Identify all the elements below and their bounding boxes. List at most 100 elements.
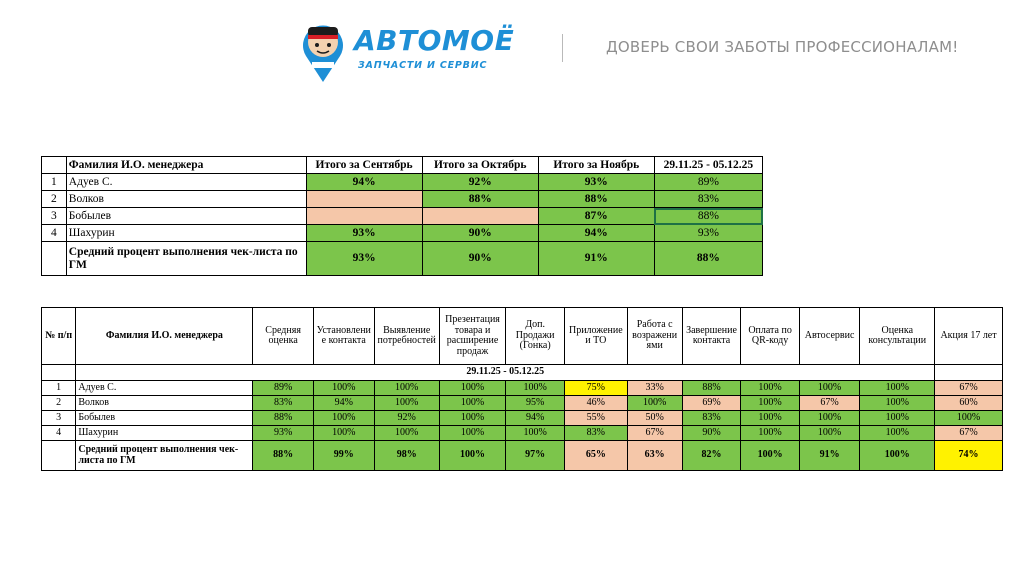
- average-label: Средний процент выполнения чек-листа по …: [65, 241, 307, 276]
- score-cell: 88%: [681, 380, 742, 396]
- header-cell: [41, 156, 67, 174]
- average-value: 98%: [373, 440, 440, 471]
- manager-name: Волков: [65, 190, 307, 208]
- manager-name: Адуев С.: [65, 173, 307, 191]
- score-cell: 100%: [505, 425, 565, 441]
- score-cell: 69%: [681, 395, 742, 411]
- table-row: 4 Шахурин 93% 90% 94% 93%: [41, 224, 764, 242]
- score-cell: 100%: [740, 410, 800, 426]
- score-cell: 100%: [626, 395, 683, 411]
- manager-name: Адуев С.: [75, 380, 254, 396]
- score-cell: 89%: [252, 380, 314, 396]
- brand-subtitle: ЗАПЧАСТИ И СЕРВИС: [358, 60, 488, 71]
- average-value: 100%: [438, 440, 507, 471]
- header-cell: Средняя оценка: [252, 307, 314, 365]
- table-row: 2 Волков 88% 88% 83%: [41, 190, 764, 208]
- score-cell: 100%: [859, 395, 936, 411]
- average-row: Средний процент выполнения чек-листа по …: [40, 440, 1003, 471]
- value-cell: 87%: [537, 207, 655, 225]
- score-cell: 83%: [681, 410, 742, 426]
- average-value: 97%: [505, 440, 565, 471]
- selected-cell[interactable]: 88%: [653, 207, 764, 225]
- value-cell: 94%: [537, 224, 655, 242]
- score-cell: 93%: [252, 425, 314, 441]
- monthly-summary-table: Фамилия И.О. менеджера Итого за Сентябрь…: [41, 156, 764, 276]
- row-number: 3: [41, 207, 67, 225]
- score-cell: 100%: [312, 410, 375, 426]
- score-cell: 100%: [859, 425, 936, 441]
- average-value: 63%: [626, 440, 683, 471]
- score-cell: 100%: [859, 380, 936, 396]
- header-cell: Установлени е контакта: [312, 307, 375, 365]
- score-cell: 94%: [505, 410, 565, 426]
- header-divider: [562, 34, 563, 62]
- header-cell: Итого за Ноябрь: [537, 156, 655, 174]
- score-cell: 100%: [312, 380, 375, 396]
- header-cell: Работа с возражени ями: [626, 307, 683, 365]
- mascot-icon: [303, 25, 343, 82]
- average-row: Средний процент выполнения чек-листа по …: [41, 241, 764, 276]
- average-value: 65%: [563, 440, 628, 471]
- manager-name: Шахурин: [75, 425, 254, 441]
- score-cell: 100%: [438, 425, 507, 441]
- brand-name: АВТОМОЁ: [354, 24, 515, 57]
- value-cell: [305, 207, 423, 225]
- average-value: 74%: [934, 440, 1003, 471]
- score-cell: 100%: [505, 380, 565, 396]
- score-cell: 83%: [252, 395, 314, 411]
- table-header-row: № п/п Фамилия И.О. менеджера Средняя оце…: [40, 307, 1003, 365]
- score-cell: 92%: [373, 410, 440, 426]
- value-cell: [305, 190, 423, 208]
- table-header-row: Фамилия И.О. менеджера Итого за Сентябрь…: [41, 156, 764, 174]
- header-cell: Акция 17 лет: [934, 307, 1003, 365]
- value-cell: 93%: [305, 224, 423, 242]
- score-cell: 100%: [859, 410, 936, 426]
- average-value: 91%: [537, 241, 655, 276]
- average-value: 91%: [798, 440, 861, 471]
- value-cell: 90%: [421, 224, 539, 242]
- score-cell: 67%: [934, 380, 1003, 396]
- manager-name: Волков: [75, 395, 254, 411]
- empty-cell: [934, 364, 1003, 381]
- table-row: 1 Адуев С. 89% 100% 100% 100% 100% 75% 3…: [40, 380, 1003, 396]
- value-cell: 93%: [537, 173, 655, 191]
- value-cell: 83%: [653, 190, 764, 208]
- table-row: 1 Адуев С. 94% 92% 93% 89%: [41, 173, 764, 191]
- score-cell: 100%: [934, 410, 1003, 426]
- score-cell: 67%: [934, 425, 1003, 441]
- header-cell: 29.11.25 - 05.12.25: [653, 156, 764, 174]
- score-cell: 67%: [798, 395, 861, 411]
- row-number: 2: [40, 395, 77, 411]
- checklist-detail-table: № п/п Фамилия И.О. менеджера Средняя оце…: [40, 307, 1003, 471]
- score-cell: 100%: [740, 425, 800, 441]
- score-cell: 50%: [626, 410, 683, 426]
- average-value: 90%: [421, 241, 539, 276]
- header-cell: Оценка консультации: [859, 307, 936, 365]
- score-cell: 100%: [373, 395, 440, 411]
- company-logo: АВТОМОЁ ЗАПЧАСТИ И СЕРВИС: [298, 18, 528, 86]
- score-cell: 100%: [740, 380, 800, 396]
- score-cell: 100%: [798, 410, 861, 426]
- value-cell: 92%: [421, 173, 539, 191]
- row-number: [41, 241, 67, 276]
- average-value: 88%: [252, 440, 314, 471]
- average-value: 93%: [305, 241, 423, 276]
- table-row: 3 Бобылев 88% 100% 92% 100% 94% 55% 50% …: [40, 410, 1003, 426]
- header-cell: Презентация товара и расширение продаж: [438, 307, 507, 365]
- table-row: 3 Бобылев 87% 88%: [41, 207, 764, 225]
- table-row: 4 Шахурин 93% 100% 100% 100% 100% 83% 67…: [40, 425, 1003, 441]
- header-cell: Итого за Сентябрь: [305, 156, 423, 174]
- header-cell: Приложение и ТО: [563, 307, 628, 365]
- header-cell: Фамилия И.О. менеджера: [65, 156, 307, 174]
- score-cell: 100%: [438, 410, 507, 426]
- score-cell: 100%: [798, 380, 861, 396]
- value-cell: 88%: [421, 190, 539, 208]
- score-cell: 94%: [312, 395, 375, 411]
- score-cell: 100%: [438, 380, 507, 396]
- score-cell: 60%: [934, 395, 1003, 411]
- value-cell: 89%: [653, 173, 764, 191]
- score-cell: 100%: [373, 425, 440, 441]
- header-cell: Доп. Продажи (Гонка): [505, 307, 565, 365]
- period-row: 29.11.25 - 05.12.25: [40, 364, 1003, 381]
- header-cell: Завершение контакта: [681, 307, 742, 365]
